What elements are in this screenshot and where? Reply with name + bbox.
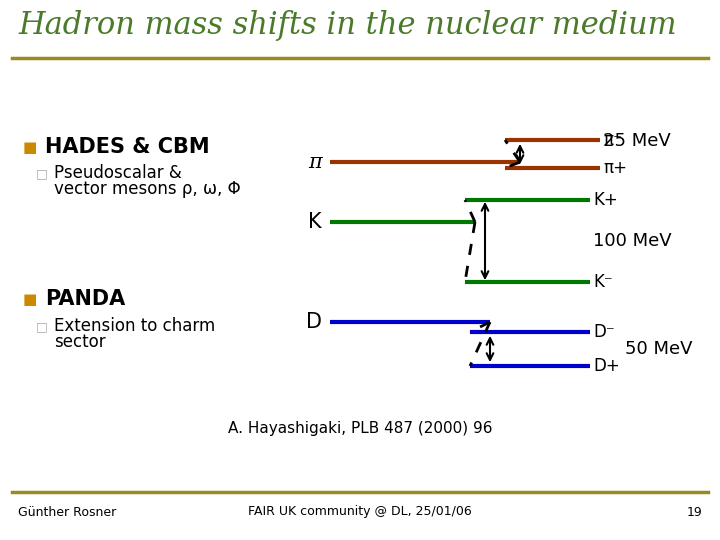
- Text: sector: sector: [54, 333, 106, 351]
- Text: ■: ■: [23, 293, 37, 307]
- Text: □: □: [36, 321, 48, 334]
- Text: π+: π+: [603, 159, 627, 177]
- Text: π: π: [308, 152, 322, 172]
- Text: □: □: [36, 167, 48, 180]
- Text: Günther Rosner: Günther Rosner: [18, 505, 116, 518]
- Text: HADES & CBM: HADES & CBM: [45, 137, 210, 157]
- Text: D+: D+: [593, 357, 620, 375]
- Text: 25 MeV: 25 MeV: [603, 132, 671, 150]
- Text: Pseudoscalar &: Pseudoscalar &: [54, 164, 181, 182]
- Text: A. Hayashigaki, PLB 487 (2000) 96: A. Hayashigaki, PLB 487 (2000) 96: [228, 421, 492, 435]
- Text: 19: 19: [686, 505, 702, 518]
- Text: 100 MeV: 100 MeV: [593, 232, 672, 250]
- Text: K+: K+: [593, 191, 618, 209]
- Text: Hadron mass shifts in the nuclear medium: Hadron mass shifts in the nuclear medium: [18, 10, 677, 41]
- Text: FAIR UK community @ DL, 25/01/06: FAIR UK community @ DL, 25/01/06: [248, 505, 472, 518]
- Text: π⁻: π⁻: [603, 131, 622, 149]
- Text: Extension to charm: Extension to charm: [54, 317, 215, 335]
- Text: K⁻: K⁻: [593, 273, 613, 291]
- Text: vector mesons ρ, ω, Φ: vector mesons ρ, ω, Φ: [54, 180, 240, 198]
- Text: 50 MeV: 50 MeV: [625, 340, 693, 358]
- Text: PANDA: PANDA: [45, 289, 125, 309]
- Text: D: D: [306, 312, 322, 332]
- Text: K: K: [308, 212, 322, 232]
- Text: ■: ■: [23, 140, 37, 156]
- Text: D⁻: D⁻: [593, 323, 615, 341]
